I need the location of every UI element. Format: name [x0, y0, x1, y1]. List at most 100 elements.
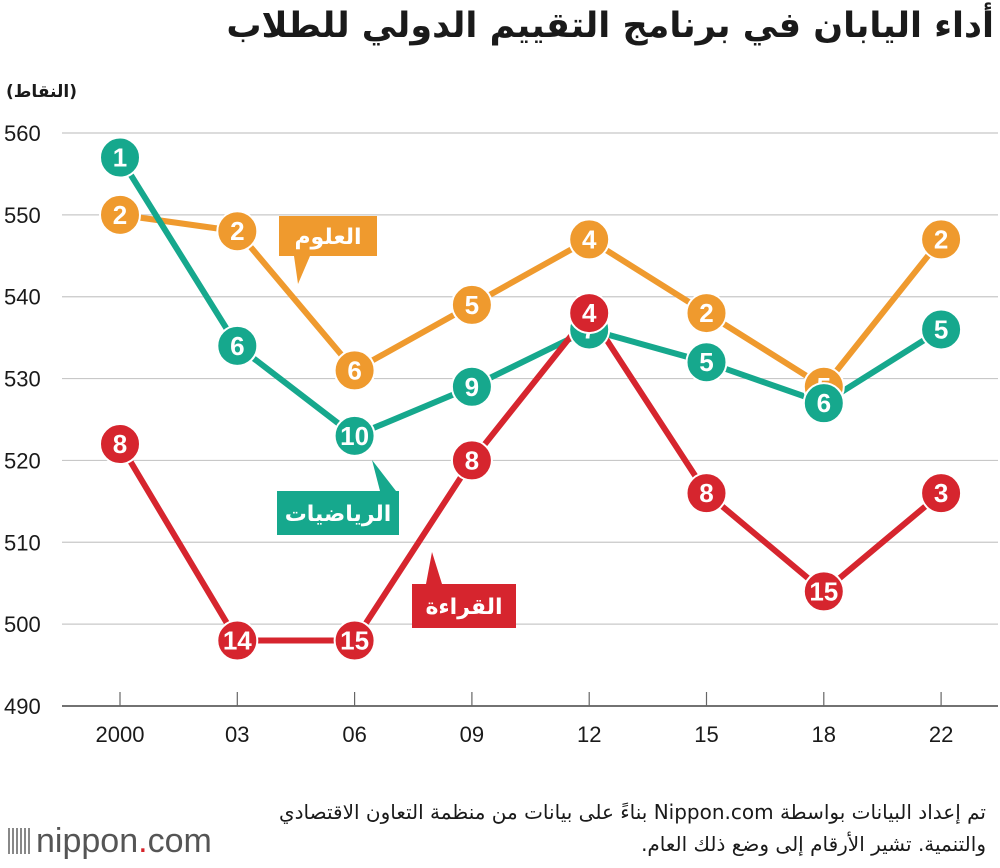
data-point-label: 6 — [347, 355, 361, 385]
data-point: 10 — [333, 414, 376, 457]
series-line — [117, 211, 945, 390]
y-tick-label: 500 — [4, 612, 41, 637]
y-tick-label: 550 — [4, 203, 41, 228]
data-point-marker — [450, 283, 493, 326]
data-point-label: 5 — [465, 290, 479, 320]
chart-title: أداء اليابان في برنامج التقييم الدولي لل… — [226, 6, 994, 46]
callout-box — [412, 584, 516, 628]
data-point-label: 8 — [465, 445, 479, 475]
data-point-label: 5 — [934, 314, 948, 344]
data-point-marker — [920, 472, 963, 515]
data-point-label: 8 — [699, 478, 713, 508]
data-point-label: 2 — [699, 298, 713, 328]
x-tick-label: 15 — [694, 722, 718, 747]
data-point-label: 3 — [934, 478, 948, 508]
data-point-marker — [333, 414, 376, 457]
y-tick-label: 510 — [4, 530, 41, 555]
data-point-label: 2 — [230, 216, 244, 246]
data-point: 15 — [333, 619, 376, 662]
logo-suffix: com — [147, 822, 212, 860]
logo-bars-icon — [8, 828, 32, 854]
data-point-marker — [333, 619, 376, 662]
source-note: تم إعداد البيانات بواسطة Nippon.com بناء… — [278, 800, 986, 856]
data-point: 2 — [920, 218, 963, 261]
data-point-label: 15 — [340, 626, 369, 656]
data-point: 15 — [802, 570, 845, 613]
series-label-callout: القراءة — [412, 552, 516, 628]
data-point-marker — [920, 218, 963, 261]
data-point-marker — [450, 365, 493, 408]
data-point-label: 5 — [699, 347, 713, 377]
x-tick-label: 03 — [225, 722, 249, 747]
data-point-marker — [920, 308, 963, 351]
data-point-label: 2 — [934, 224, 948, 254]
data-point-marker — [99, 423, 141, 466]
data-point: 5 — [450, 283, 493, 326]
data-point: 8 — [99, 423, 141, 466]
data-point-marker — [333, 349, 376, 392]
data-point: 6 — [802, 382, 845, 425]
y-tick-label: 540 — [4, 285, 41, 310]
data-point-label: 9 — [465, 372, 479, 402]
data-point: 3 — [920, 472, 963, 515]
callout-box — [277, 491, 399, 535]
x-tick-label: 09 — [460, 722, 484, 747]
data-point-marker — [450, 439, 493, 482]
x-tick-label: 06 — [342, 722, 366, 747]
data-point: 4 — [568, 218, 611, 261]
data-point-marker — [802, 382, 845, 425]
x-tick-label: 22 — [929, 722, 953, 747]
data-point: 6 — [216, 324, 259, 367]
data-point-label: 8 — [113, 429, 127, 459]
data-point-label: 14 — [223, 626, 252, 656]
y-tick-label: 530 — [4, 367, 41, 392]
data-point-marker — [99, 136, 141, 179]
data-point-label: 6 — [817, 388, 831, 418]
data-point-label: 15 — [809, 576, 838, 606]
data-point: 2 — [99, 193, 141, 236]
x-tick-label: 2000 — [96, 722, 145, 747]
data-point-marker — [99, 193, 141, 236]
data-point: 8 — [685, 472, 728, 515]
nippon-logo: nippon.com — [8, 822, 212, 861]
data-point: 4 — [568, 292, 611, 335]
data-point: 2 — [216, 210, 259, 253]
y-tick-label: 560 — [4, 121, 41, 146]
logo-dot: . — [138, 822, 148, 860]
callout-pointer — [294, 256, 310, 284]
data-point: 1 — [99, 136, 141, 179]
data-point-marker — [216, 619, 259, 662]
logo-text: nippon — [36, 822, 139, 860]
data-point-label: 10 — [340, 421, 369, 451]
data-point-marker — [216, 210, 259, 253]
x-tick-label: 12 — [577, 722, 601, 747]
data-point-marker — [568, 292, 611, 335]
data-point-label: 4 — [582, 298, 597, 328]
series-name-label: الرياضيات — [285, 502, 392, 527]
data-point-marker — [568, 218, 611, 261]
data-point-marker — [685, 292, 728, 335]
data-point-marker — [802, 570, 845, 613]
data-point-marker — [685, 341, 728, 384]
series-name-label: العلوم — [294, 225, 361, 250]
series-label-callout: العلوم — [279, 216, 377, 284]
data-point: 5 — [920, 308, 963, 351]
y-axis-unit-label: (النقاط) — [6, 82, 77, 102]
y-tick-label: 520 — [4, 448, 41, 473]
data-point: 2 — [685, 292, 728, 335]
callout-pointer — [372, 460, 396, 491]
x-tick-label: 18 — [812, 722, 836, 747]
data-point-label: 2 — [113, 200, 127, 230]
data-point-label: 1 — [113, 143, 127, 173]
data-point: 5 — [685, 341, 728, 384]
data-point: 9 — [450, 365, 493, 408]
series-name-label: القراءة — [425, 595, 502, 620]
data-point: 6 — [333, 349, 376, 392]
data-point-marker — [216, 324, 259, 367]
data-point-label: 6 — [230, 331, 244, 361]
series-label-callout: الرياضيات — [277, 460, 399, 535]
data-point-marker — [685, 472, 728, 515]
data-point: 14 — [216, 619, 259, 662]
callout-pointer — [426, 552, 442, 584]
